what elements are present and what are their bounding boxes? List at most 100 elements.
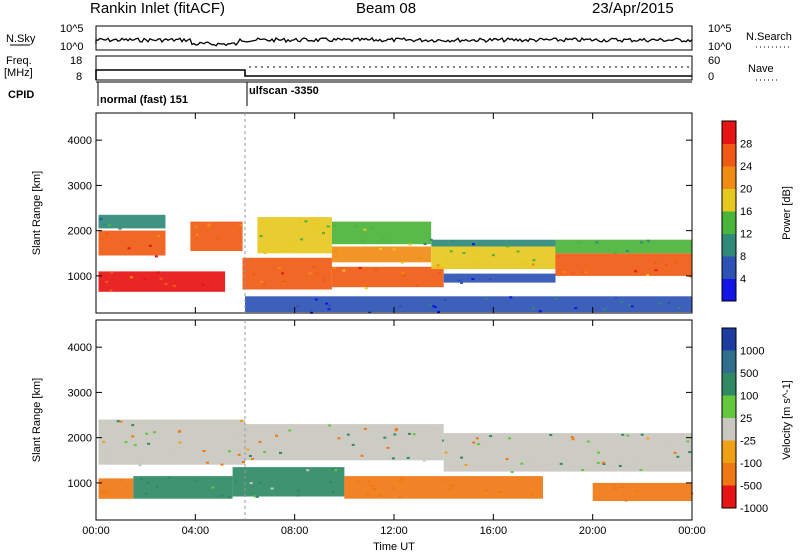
colorbar-swatch: [722, 143, 736, 167]
velocity-speckle: [220, 463, 224, 466]
power-speckle: [538, 310, 542, 313]
power-speckle: [556, 255, 560, 258]
power-panel: 1000 2000 3000 4000 Slant Range [km] 4 8 12 16 20…: [31, 112, 793, 314]
velocity-speckle: [529, 493, 533, 496]
x-tick-label: 12:00: [380, 525, 408, 537]
power-speckle: [392, 248, 396, 251]
freq-label: Freq.: [6, 55, 32, 67]
power-speckle: [252, 273, 256, 276]
power-speckle: [646, 274, 650, 277]
power-speckle: [484, 297, 488, 300]
power-band: [555, 239, 692, 254]
velocity-speckle: [549, 434, 553, 436]
velocity-speckle: [571, 438, 575, 441]
velocity-speckle: [145, 432, 149, 435]
velocity-panel: 1000 2000 3000 4000 Slant Range [km] 1000 500 1…: [31, 319, 793, 521]
power-speckle: [154, 255, 158, 258]
power-band: [431, 239, 556, 247]
velocity-speckle: [622, 494, 626, 497]
power-speckle: [118, 227, 122, 230]
x-tick-label: 20:00: [579, 525, 607, 537]
velocity-speckle: [167, 476, 171, 479]
velocity-speckle: [131, 424, 135, 427]
velocity-speckle: [155, 485, 159, 488]
velocity-speckle: [464, 464, 468, 466]
velocity-speckle: [508, 437, 511, 440]
power-speckle: [524, 262, 527, 264]
power-speckle: [474, 262, 478, 265]
power-band: [331, 221, 432, 245]
velocity-speckle: [242, 461, 245, 463]
velocity-speckle: [306, 469, 310, 472]
power-speckle: [443, 299, 447, 301]
nave-label: Nave: [748, 63, 774, 75]
velocity-speckle: [296, 494, 300, 497]
velocity-speckle: [249, 482, 253, 485]
power-speckle: [322, 279, 326, 282]
velocity-band: [443, 433, 692, 472]
power-speckle: [207, 223, 211, 226]
velocity-speckle: [258, 440, 262, 443]
velocity-speckle: [367, 480, 371, 483]
velocity-band: [98, 478, 134, 499]
power-speckle: [296, 305, 300, 308]
power-speckle: [428, 303, 432, 306]
velocity-speckle: [138, 464, 142, 467]
velocity-speckle: [581, 469, 585, 471]
power-speckle: [334, 250, 338, 253]
colorbar-frame: [721, 120, 737, 302]
velocity-speckle: [407, 432, 411, 435]
power-band: [98, 230, 166, 256]
power-band: [443, 273, 556, 283]
velocity-speckle: [146, 482, 150, 484]
power-band: [431, 246, 556, 270]
velocity-speckle: [664, 442, 668, 445]
power-speckle: [304, 220, 308, 223]
velocity-speckle: [356, 480, 360, 483]
colorbar-swatch: [722, 440, 736, 464]
power-speckle: [105, 280, 109, 283]
power-speckle: [457, 279, 461, 282]
velocity-speckle: [460, 456, 464, 459]
y-tick-label: 3000: [68, 387, 92, 399]
power-speckle: [436, 264, 440, 267]
colorbar-swatch: [722, 373, 736, 396]
power-speckle: [194, 225, 198, 228]
velocity-speckle: [275, 434, 278, 437]
colorbar-swatch: [722, 278, 736, 302]
velocity-speckle: [399, 476, 403, 479]
power-band: [555, 253, 692, 276]
velocity-band: [245, 424, 444, 461]
power-speckle: [423, 243, 427, 246]
velocity-speckle: [371, 484, 375, 487]
velocity-speckle: [297, 489, 301, 492]
colorbar-tick-label: 24: [740, 161, 752, 173]
power-speckle: [281, 272, 285, 275]
power-speckle: [195, 233, 199, 236]
power-speckle: [415, 284, 419, 287]
velocity-speckle: [263, 451, 267, 453]
power-speckle: [363, 228, 367, 231]
velocity-speckle: [168, 449, 172, 452]
colorbar-tick-label: 12: [740, 229, 752, 241]
velocity-speckle: [133, 444, 137, 447]
velocity-speckle: [240, 419, 243, 422]
power-speckle: [368, 311, 372, 313]
velocity-speckle: [206, 461, 209, 464]
power-band: [331, 266, 444, 288]
power-speckle: [603, 308, 607, 311]
power-speckle: [653, 262, 657, 265]
power-speckle: [531, 263, 535, 266]
power-speckle: [308, 272, 312, 275]
power-speckle: [402, 274, 406, 277]
power-speckle: [437, 310, 440, 313]
power-speckle: [429, 238, 433, 241]
power-speckle: [300, 238, 304, 241]
power-speckle: [471, 278, 475, 280]
velocity-speckle: [596, 461, 600, 464]
velocity-speckle: [147, 442, 151, 445]
x-tick-label: 16:00: [480, 525, 508, 537]
power-speckle: [654, 269, 658, 272]
velocity-speckle: [406, 456, 410, 459]
power-speckle: [400, 261, 404, 264]
